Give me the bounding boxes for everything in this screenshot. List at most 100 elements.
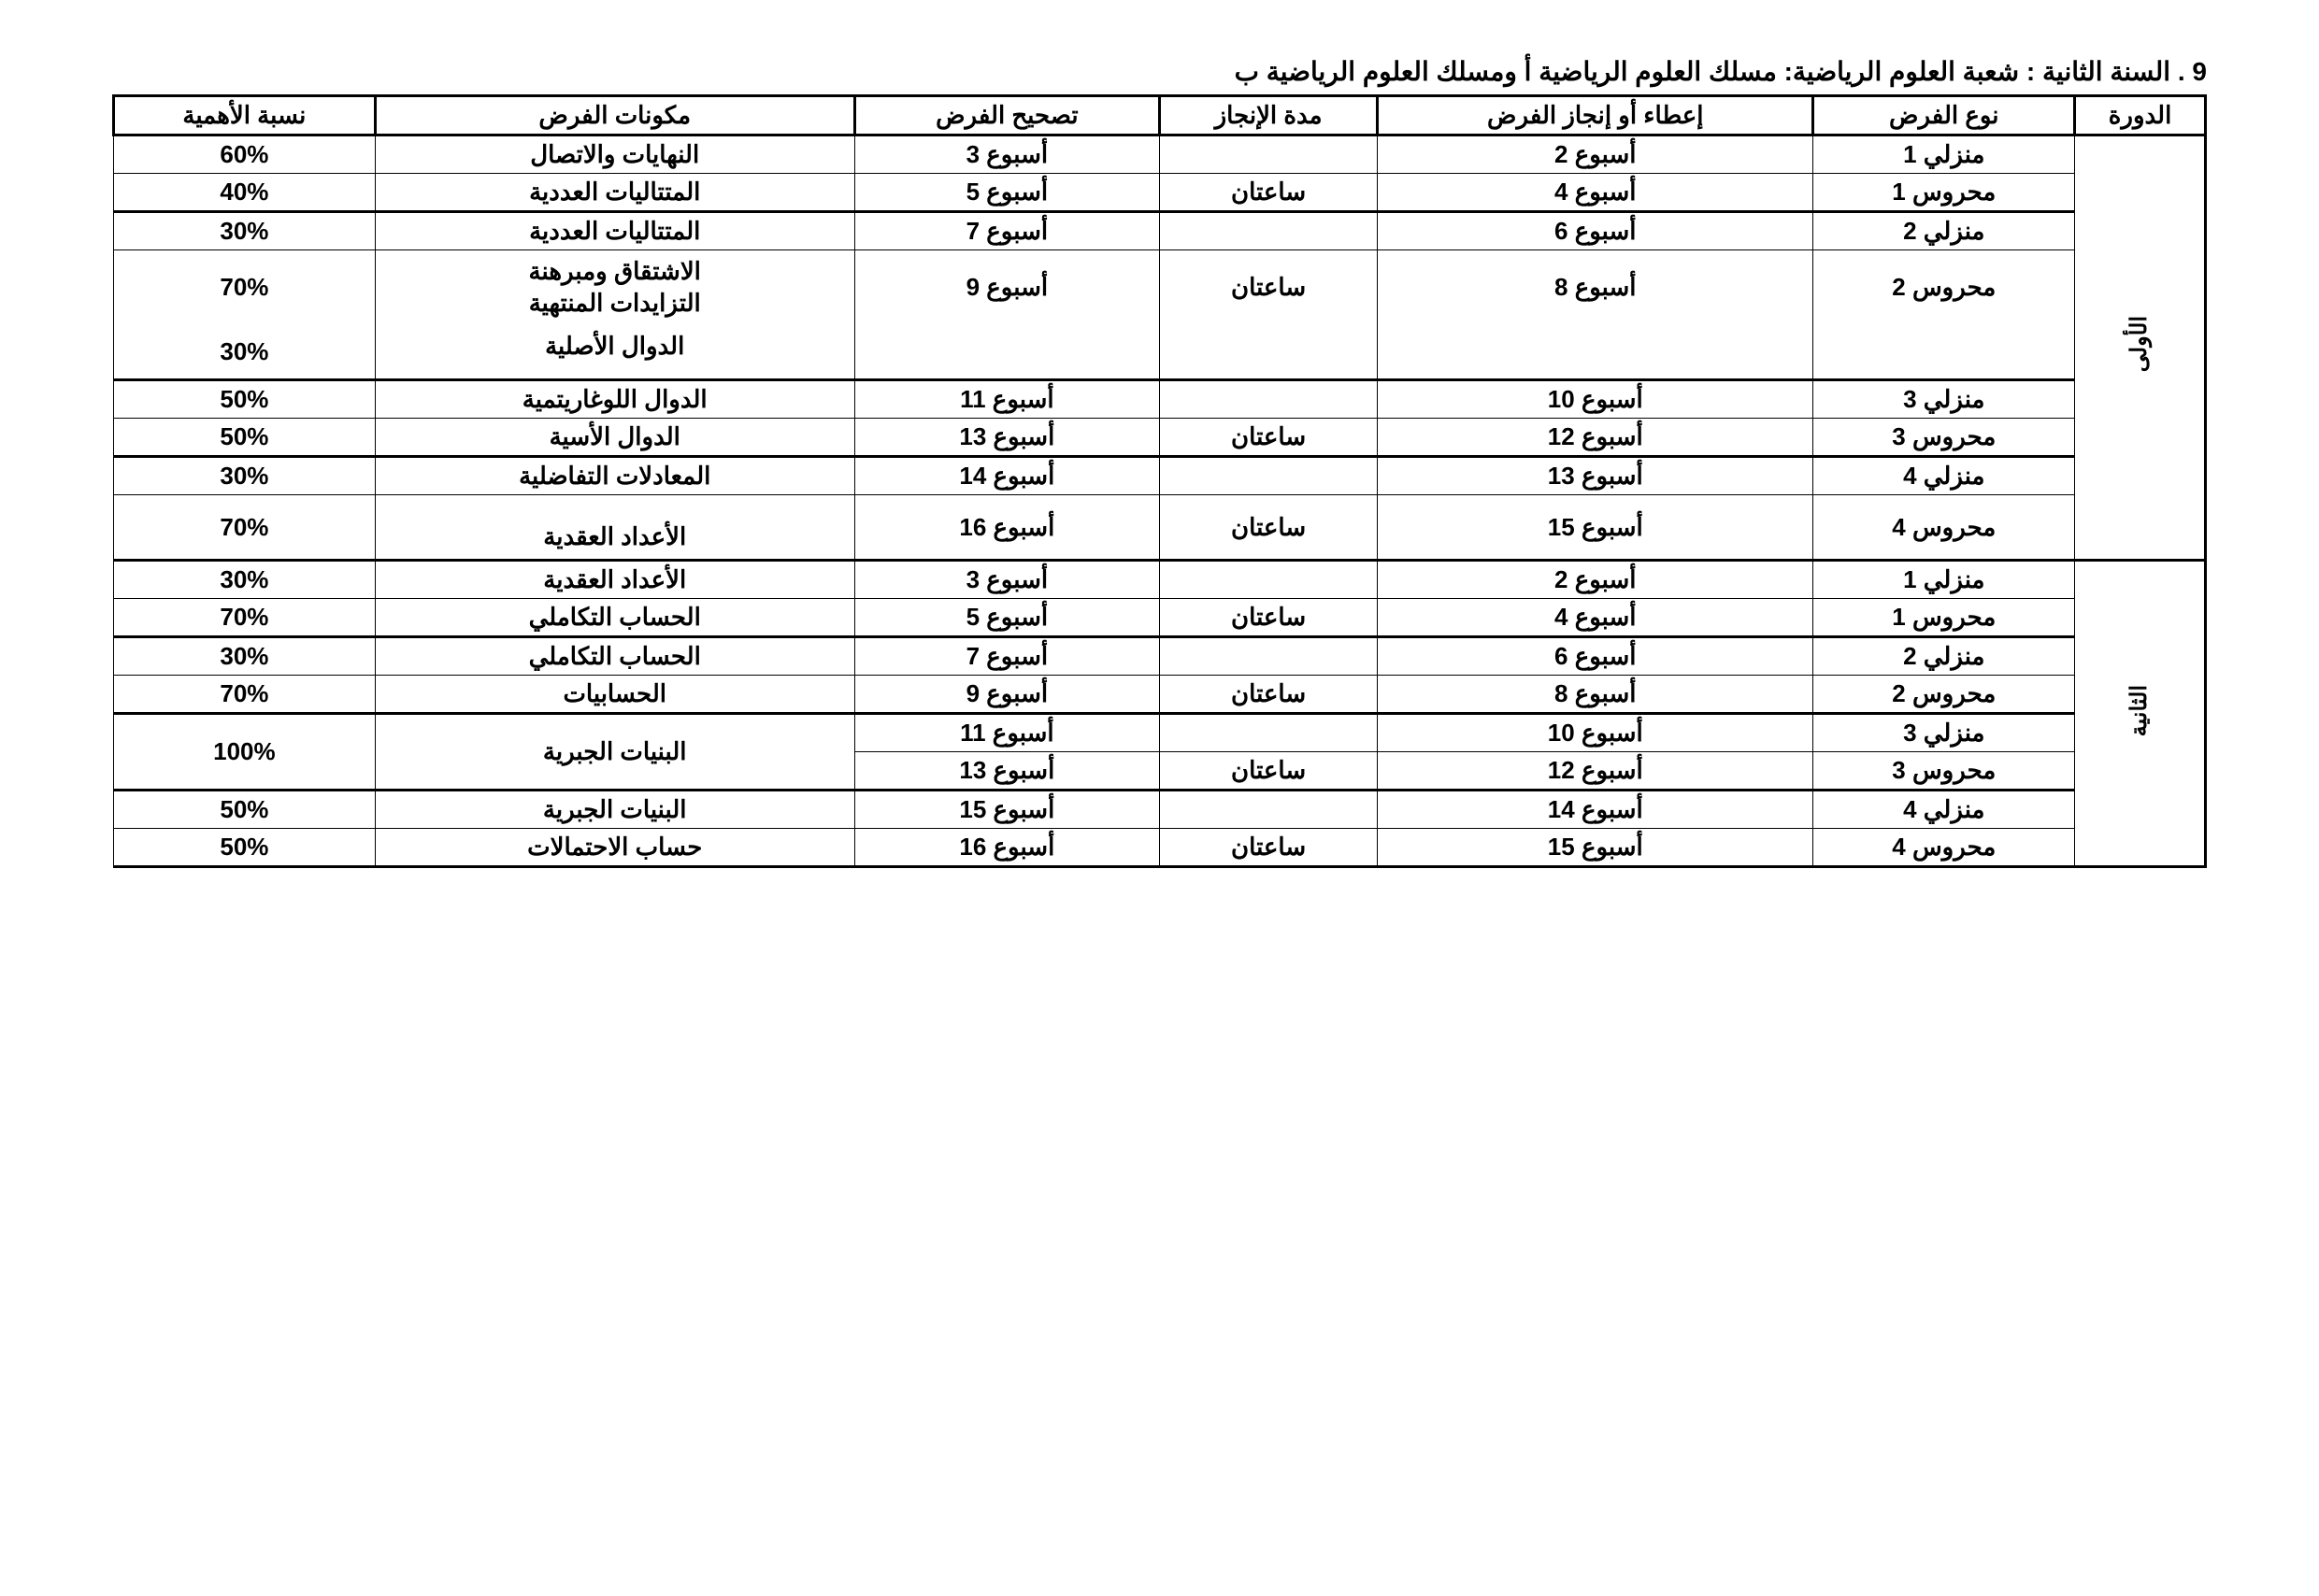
cell-comp: البنيات الجبرية bbox=[375, 714, 854, 791]
cell-give: أسبوع 8 bbox=[1378, 250, 1813, 325]
table-header-row: الدورة نوع الفرض إعطاء أو إنجاز الفرض مد… bbox=[114, 96, 2206, 135]
schedule-table: الدورة نوع الفرض إعطاء أو إنجاز الفرض مد… bbox=[112, 94, 2207, 868]
cell-type: منزلي 4 bbox=[1813, 791, 2075, 829]
page-title: 9 . السنة الثانية : شعبة العلوم الرياضية… bbox=[112, 56, 2207, 87]
cell-give: أسبوع 4 bbox=[1378, 174, 1813, 212]
table-row: محروس 2 أسبوع 8 ساعتان أسبوع 9 الحسابيات… bbox=[114, 676, 2206, 714]
cell-imp: 50% bbox=[114, 829, 376, 867]
cell-corr: أسبوع 15 bbox=[854, 791, 1159, 829]
cell-dur bbox=[1160, 637, 1378, 676]
cell-corr: أسبوع 5 bbox=[854, 599, 1159, 637]
cell-corr: أسبوع 16 bbox=[854, 829, 1159, 867]
cell-imp: 60% bbox=[114, 135, 376, 174]
cell-corr: أسبوع 5 bbox=[854, 174, 1159, 212]
cell-type: محروس 4 bbox=[1813, 829, 2075, 867]
cell-dur bbox=[1160, 380, 1378, 419]
col-duration: مدة الإنجاز bbox=[1160, 96, 1378, 135]
cell-imp: 70% bbox=[114, 599, 376, 637]
cell-type bbox=[1813, 325, 2075, 380]
cell-imp: 50% bbox=[114, 380, 376, 419]
cell-corr: أسبوع 7 bbox=[854, 212, 1159, 250]
cell-give: أسبوع 10 bbox=[1378, 380, 1813, 419]
col-give: إعطاء أو إنجاز الفرض bbox=[1378, 96, 1813, 135]
table-row: محروس 2 أسبوع 8 ساعتان أسبوع 9 الاشتقاق … bbox=[114, 250, 2206, 325]
col-type: نوع الفرض bbox=[1813, 96, 2075, 135]
cell-comp: الأعداد العقدية bbox=[375, 561, 854, 599]
table-row: منزلي 3 أسبوع 10 أسبوع 11 الدوال اللوغار… bbox=[114, 380, 2206, 419]
cell-dur: ساعتان bbox=[1160, 599, 1378, 637]
cell-type: منزلي 3 bbox=[1813, 380, 2075, 419]
cell-dur bbox=[1160, 561, 1378, 599]
cell-type: منزلي 3 bbox=[1813, 714, 2075, 752]
cell-give: أسبوع 6 bbox=[1378, 637, 1813, 676]
cell-corr: أسبوع 9 bbox=[854, 676, 1159, 714]
cell-comp: المتتاليات العددية bbox=[375, 212, 854, 250]
cell-comp: الحساب التكاملي bbox=[375, 599, 854, 637]
cell-imp: 30% bbox=[114, 457, 376, 495]
cell-type: منزلي 4 bbox=[1813, 457, 2075, 495]
cell-imp: 50% bbox=[114, 419, 376, 457]
table-row: منزلي 2 أسبوع 6 أسبوع 7 الحساب التكاملي … bbox=[114, 637, 2206, 676]
cell-comp: الحساب التكاملي bbox=[375, 637, 854, 676]
cell-dur bbox=[1160, 457, 1378, 495]
cell-comp: الدوال الأصلية bbox=[375, 325, 854, 380]
cell-comp: الدوال الأسية bbox=[375, 419, 854, 457]
cell-comp: المتتاليات العددية bbox=[375, 174, 854, 212]
cell-give: أسبوع 12 bbox=[1378, 419, 1813, 457]
cell-imp: 30% bbox=[114, 325, 376, 380]
table-row: منزلي 2 أسبوع 6 أسبوع 7 المتتاليات العدد… bbox=[114, 212, 2206, 250]
cell-type: محروس 4 bbox=[1813, 495, 2075, 561]
cell-dur bbox=[1160, 212, 1378, 250]
cell-give bbox=[1378, 325, 1813, 380]
cell-corr: أسبوع 3 bbox=[854, 135, 1159, 174]
cell-type: منزلي 1 bbox=[1813, 561, 2075, 599]
cell-imp: 30% bbox=[114, 212, 376, 250]
cell-corr: أسبوع 13 bbox=[854, 419, 1159, 457]
cell-type: منزلي 2 bbox=[1813, 212, 2075, 250]
col-session: الدورة bbox=[2075, 96, 2206, 135]
cell-dur: ساعتان bbox=[1160, 174, 1378, 212]
cell-give: أسبوع 4 bbox=[1378, 599, 1813, 637]
cell-corr: أسبوع 3 bbox=[854, 561, 1159, 599]
cell-give: أسبوع 15 bbox=[1378, 829, 1813, 867]
cell-give: أسبوع 2 bbox=[1378, 135, 1813, 174]
cell-comp: الاشتقاق ومبرهنة التزايدات المنتهية bbox=[375, 250, 854, 325]
cell-type: محروس 1 bbox=[1813, 174, 2075, 212]
cell-imp: 70% bbox=[114, 495, 376, 561]
cell-dur: ساعتان bbox=[1160, 250, 1378, 325]
cell-give: أسبوع 15 bbox=[1378, 495, 1813, 561]
cell-dur: ساعتان bbox=[1160, 676, 1378, 714]
cell-dur: ساعتان bbox=[1160, 419, 1378, 457]
cell-corr: أسبوع 7 bbox=[854, 637, 1159, 676]
cell-type: محروس 2 bbox=[1813, 250, 2075, 325]
table-row: محروس 4 أسبوع 15 ساعتان أسبوع 16 الأعداد… bbox=[114, 495, 2206, 561]
cell-type: محروس 1 bbox=[1813, 599, 2075, 637]
col-importance: نسبة الأهمية bbox=[114, 96, 376, 135]
session-label-second: الثانية bbox=[2075, 561, 2206, 867]
cell-comp: الأعداد العقدية bbox=[375, 495, 854, 561]
cell-dur bbox=[1160, 791, 1378, 829]
cell-type: محروس 2 bbox=[1813, 676, 2075, 714]
table-row: محروس 1 أسبوع 4 ساعتان أسبوع 5 الحساب ال… bbox=[114, 599, 2206, 637]
cell-type: منزلي 2 bbox=[1813, 637, 2075, 676]
session-label-first: الأولى bbox=[2075, 135, 2206, 561]
cell-comp: المعادلات التفاضلية bbox=[375, 457, 854, 495]
cell-give: أسبوع 14 bbox=[1378, 791, 1813, 829]
table-row: منزلي 3 أسبوع 10 أسبوع 11 البنيات الجبري… bbox=[114, 714, 2206, 752]
table-row: الدوال الأصلية 30% bbox=[114, 325, 2206, 380]
cell-imp: 50% bbox=[114, 791, 376, 829]
cell-dur bbox=[1160, 714, 1378, 752]
table-row: محروس 1 أسبوع 4 ساعتان أسبوع 5 المتتاليا… bbox=[114, 174, 2206, 212]
cell-corr: أسبوع 11 bbox=[854, 380, 1159, 419]
cell-give: أسبوع 10 bbox=[1378, 714, 1813, 752]
cell-imp: 100% bbox=[114, 714, 376, 791]
cell-give: أسبوع 6 bbox=[1378, 212, 1813, 250]
col-components: مكونات الفرض bbox=[375, 96, 854, 135]
cell-corr: أسبوع 16 bbox=[854, 495, 1159, 561]
cell-give: أسبوع 2 bbox=[1378, 561, 1813, 599]
cell-comp: حساب الاحتمالات bbox=[375, 829, 854, 867]
table-row: منزلي 4 أسبوع 14 أسبوع 15 البنيات الجبري… bbox=[114, 791, 2206, 829]
cell-imp: 30% bbox=[114, 637, 376, 676]
cell-dur: ساعتان bbox=[1160, 752, 1378, 791]
cell-comp: البنيات الجبرية bbox=[375, 791, 854, 829]
